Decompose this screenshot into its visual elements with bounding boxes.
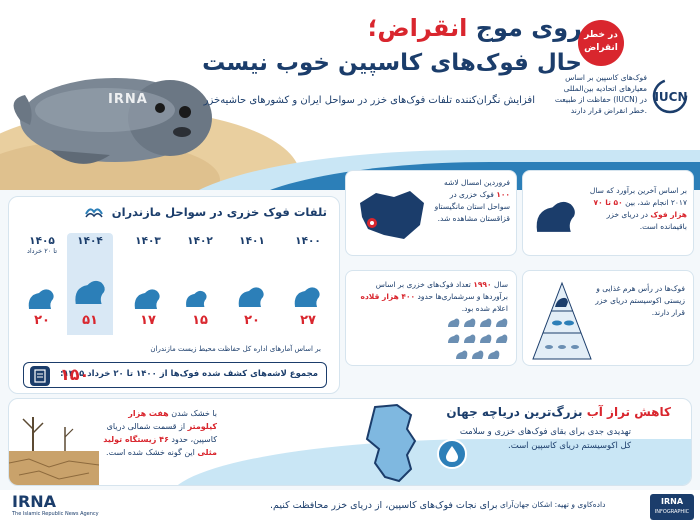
document-icon xyxy=(30,366,50,386)
text-highlight: هفت هزار کیلومتر xyxy=(128,409,217,431)
year-column: ۱۴۰۵ تا ۲۰ خرداد xyxy=(19,233,65,335)
irna-logo-subtitle: The Islamic Republic News Agency xyxy=(12,511,99,517)
text-highlight: ۴۶ زیستگاه تولید مثلی xyxy=(103,435,217,457)
text-highlight: ۱۰۰ xyxy=(496,190,510,199)
infographic-logo-text: IRNA xyxy=(660,497,684,506)
text-part: در دریای خزر باقیمانده است. xyxy=(606,210,687,231)
kazakhstan-text: فروردین امسال لاشه ۱۰۰ فوک خزری در سواحل… xyxy=(432,177,510,225)
year-column: ۱۴۰۰ xyxy=(285,233,331,335)
seal-icon xyxy=(238,287,264,307)
mortality-title: تلفات فوک خزری در سواحل مازندران xyxy=(111,205,327,219)
dried-habitat-text: با خشک شدن هفت هزار کیلومتر از قسمت شمال… xyxy=(101,407,217,459)
text-part: بر اساس آخرین برآورد که سال ۲۰۱۷ انجام ش… xyxy=(589,186,687,207)
year-column: ۱۴۰۳ xyxy=(125,233,171,335)
historic-population-card: سال ۱۹۹۰ تعداد فوک‌های خزری بر اساس برآو… xyxy=(345,270,517,366)
water-level-text: تهدیدی جدی برای بقای فوک‌های خزری و سلام… xyxy=(459,427,631,451)
total-box: مجموع لاشه‌های کشف شده فوک‌ها از ۱۴۰۰ تا… xyxy=(23,362,327,388)
irna-infographic-logo: IRNA INFOGRAPHIC xyxy=(650,494,694,520)
population-estimate-card: بر اساس آخرین برآورد که سال ۲۰۱۷ انجام ش… xyxy=(522,170,694,256)
water-level-section: با خشک شدن هفت هزار کیلومتر از قسمت شمال… xyxy=(8,398,692,486)
year-label: ۱۴۰۵ xyxy=(29,235,55,247)
title-highlight: کاهش تراز آب xyxy=(586,405,671,419)
text-part: فوک خزری در سواحل استان مانگیستاو قزاقست… xyxy=(434,190,510,223)
total-label: مجموع لاشه‌های کشف شده فوک‌ها از ۱۴۰۰ تا… xyxy=(60,369,318,379)
year-column: ۱۴۰۱ xyxy=(229,233,275,335)
year-label: ۱۴۰۴ xyxy=(77,235,103,247)
kazakhstan-card: فروردین امسال لاشه ۱۰۰ فوک خزری در سواحل… xyxy=(345,170,517,256)
seal-icon xyxy=(28,289,54,309)
year-label: ۱۴۰۱ xyxy=(239,235,265,247)
footer: IRNA The Islamic Republic News Agency بر… xyxy=(0,490,700,525)
mangystau-map-icon xyxy=(360,191,424,239)
mortality-panel: تلفات فوک خزری در سواحل مازندران ۱۴۰۰ ۱۴… xyxy=(8,196,340,394)
text-highlight: ۵۰ تا ۷۰ هزار فوک xyxy=(593,198,687,219)
text-highlight: ۴۰۰ هزار قلاده xyxy=(360,292,416,301)
footer-message: برای نجات فوک‌های کاسپین، از دریای خزر م… xyxy=(270,500,498,511)
text-part: با خشک شدن xyxy=(168,409,217,418)
footer-credit: داده‌کاوی و تهیه: اشکان جهان‌آرای xyxy=(500,500,606,509)
wave-icon xyxy=(85,208,103,218)
year-column: ۱۴۰۲ xyxy=(177,233,223,335)
text-part: از قسمت شمالی دریای کاسپین، حدود xyxy=(106,422,217,444)
irna-logo: IRNA xyxy=(12,492,57,511)
title-part: بزرگ‌ترین دریاچه جهان xyxy=(446,405,587,419)
page-title-line1: روی موج انقراض؛ xyxy=(368,14,582,42)
seal-group-icon xyxy=(448,318,508,359)
year-label: ۱۴۰۲ xyxy=(187,235,213,247)
year-note: تا ۲۰ خرداد xyxy=(26,247,58,255)
year-count: ۱۷ xyxy=(140,313,156,328)
seal-icon xyxy=(294,287,320,307)
infographic-label: INFOGRAPHIC xyxy=(654,509,690,515)
title-highlight: انقراض؛ xyxy=(367,14,468,42)
caspian-map-icon xyxy=(365,403,417,483)
title-part: روی موج xyxy=(467,14,582,42)
seal-icon xyxy=(134,289,160,309)
endangered-badge: در خطر انقراض xyxy=(578,20,624,66)
year-count: ۵۱ xyxy=(82,313,98,328)
year-count: ۲۰ xyxy=(34,313,50,328)
water-level-title: کاهش تراز آب بزرگ‌ترین دریاچه جهان xyxy=(446,405,671,419)
svg-text:IUCN: IUCN xyxy=(654,90,687,104)
data-source: بر اساس آمارهای اداره کل حفاظت محیط زیست… xyxy=(150,345,321,353)
total-value: ۱۵۰ xyxy=(60,365,90,384)
year-count: ۲۷ xyxy=(300,313,316,328)
page-title-line2: حال فوک‌های کاسپین خوب نیست xyxy=(202,50,582,76)
text-part: فروردین امسال لاشه xyxy=(444,178,510,187)
year-count: ۲۰ xyxy=(244,313,260,328)
estimate-text: بر اساس آخرین برآورد که سال ۲۰۱۷ انجام ش… xyxy=(583,185,687,233)
year-label: ۱۴۰۳ xyxy=(135,235,161,247)
caspian-seal-illustration xyxy=(13,78,212,164)
irna-watermark: IRNA xyxy=(108,92,148,107)
year-count: ۱۵ xyxy=(192,313,208,328)
text-part: اعلام شده بود. xyxy=(461,304,508,313)
food-chain-text: فوک‌ها در رأس هرم غذایی و زیستی اکوسیستم… xyxy=(595,284,685,317)
dry-land-illustration xyxy=(9,417,99,485)
historic-text: سال ۱۹۹۰ تعداد فوک‌های خزری بر اساس برآو… xyxy=(358,279,508,315)
iucn-logo-icon: IUCN xyxy=(652,78,688,114)
text-part: سال xyxy=(491,280,508,289)
text-highlight: ۱۹۹۰ xyxy=(473,280,492,289)
seal-icon xyxy=(75,280,105,304)
seal-icon xyxy=(536,201,575,232)
food-chain-card: فوک‌ها در رأس هرم غذایی و زیستی اکوسیستم… xyxy=(522,270,694,366)
food-pyramid-icon xyxy=(532,281,592,360)
year-label: ۱۴۰۰ xyxy=(295,235,321,247)
seal-icon xyxy=(186,290,207,308)
iucn-note: فوک‌های کاسپین بر اساس معیارهای اتحادیه … xyxy=(554,73,647,115)
text-part: این گونه خشک شده است. xyxy=(106,448,198,457)
text-part: تعداد فوک‌های خزری بر اساس برآوردها و سر… xyxy=(375,280,508,301)
water-drop-icon xyxy=(437,439,467,469)
header: IRNA روی موج انقراض؛ حال فوک‌های کاسپین … xyxy=(0,0,700,190)
page-subtitle: افزایش نگران‌کننده تلفات فوک‌های خزر در … xyxy=(203,95,535,106)
